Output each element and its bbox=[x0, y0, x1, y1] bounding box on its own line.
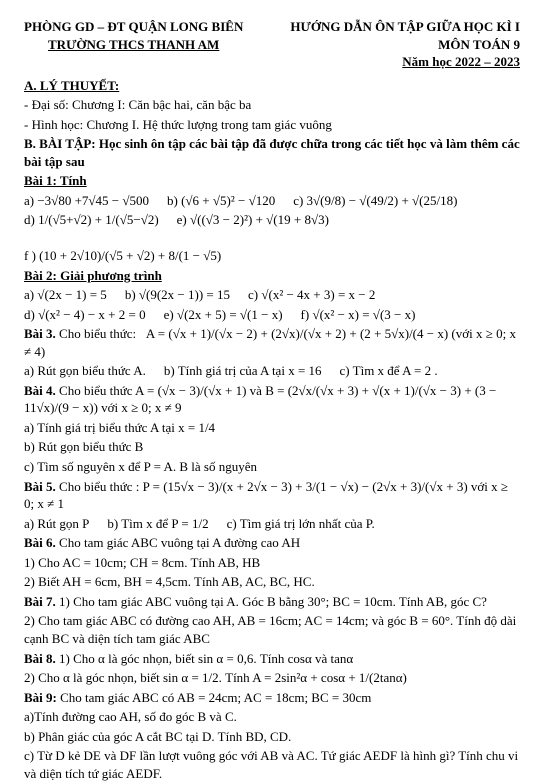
bai2-d: d) √(x² − 4) − x + 2 = 0 bbox=[24, 306, 146, 324]
bai5-a: a) Rút gọn P bbox=[24, 515, 89, 533]
header-right: HƯỚNG DẪN ÔN TẬP GIỮA HỌC KÌ I MÔN TOÁN … bbox=[290, 18, 520, 71]
bai1-row2: d) 1/(√5+√2) + 1/(√5−√2) e) √((√3 − 2)²)… bbox=[24, 211, 520, 264]
bai2-row2: d) √(x² − 4) − x + 2 = 0 e) √(2x + 5) = … bbox=[24, 306, 520, 324]
section-b-title: B. BÀI TẬP: Học sinh ôn tập các bài tập … bbox=[24, 135, 520, 170]
bai9-b: b) Phân giác của góc A cắt BC tại D. Tín… bbox=[24, 728, 520, 746]
header-left: PHÒNG GD – ĐT QUẬN LONG BIÊN TRƯỜNG THCS… bbox=[24, 18, 243, 71]
bai5-text: Cho biểu thức : P = (15√x − 3)/(x + 2√x … bbox=[24, 479, 508, 512]
bai4-a: a) Tính giá trị biểu thức A tại x = 1/4 bbox=[24, 419, 520, 437]
bai6-2: 2) Biết AH = 6cm, BH = 4,5cm. Tính AB, A… bbox=[24, 573, 520, 591]
bai7-line1: Bài 7. 1) Cho tam giác ABC vuông tại A. … bbox=[24, 593, 520, 611]
bai2-title: Bài 2: Giải phương trình bbox=[24, 267, 520, 285]
bai3-a: a) Rút gọn biểu thức A. bbox=[24, 362, 146, 380]
bai9-a: a)Tính đường cao AH, số đo góc B và C. bbox=[24, 708, 520, 726]
bai8-label: Bài 8. bbox=[24, 651, 56, 666]
bai2-b: b) √(9(2x − 1)) = 15 bbox=[125, 286, 230, 304]
bai1-c: c) 3√(9/8) − √(49/2) + √(25/18) bbox=[293, 192, 457, 210]
bai2-c: c) √(x² − 4x + 3) = x − 2 bbox=[248, 286, 375, 304]
bai6-line: Bài 6. Cho tam giác ABC vuông tại A đườn… bbox=[24, 534, 520, 552]
doc-title-1: HƯỚNG DẪN ÔN TẬP GIỮA HỌC KÌ I bbox=[290, 18, 520, 36]
bai9-line: Bài 9: Cho tam giác ABC có AB = 24cm; AC… bbox=[24, 689, 520, 707]
doc-title-2: MÔN TOÁN 9 bbox=[290, 36, 520, 54]
bai5-parts: a) Rút gọn P b) Tìm x để P = 1/2 c) Tìm … bbox=[24, 515, 520, 533]
bai4-text: Cho biểu thức A = (√x − 3)/(√x + 1) và B… bbox=[24, 383, 496, 416]
bai1-e: e) √((√3 − 2)²) + √(19 + 8√3) bbox=[177, 211, 329, 229]
bai1-a: a) −3√80 +7√45 − √500 bbox=[24, 192, 149, 210]
bai5-line: Bài 5. Cho biểu thức : P = (15√x − 3)/(x… bbox=[24, 478, 520, 513]
bai9-c: c) Từ D kẻ DE và DF lần lượt vuông góc v… bbox=[24, 747, 520, 782]
bai4-label: Bài 4. bbox=[24, 383, 56, 398]
bai9-intro: Cho tam giác ABC có AB = 24cm; AC = 18cm… bbox=[60, 690, 371, 705]
header: PHÒNG GD – ĐT QUẬN LONG BIÊN TRƯỜNG THCS… bbox=[24, 18, 520, 71]
a-item-2: - Hình học: Chương I. Hệ thức lượng tron… bbox=[24, 116, 520, 134]
bai1-f: f ) (10 + 2√10)/(√5 + √2) + 8/(1 − √5) bbox=[24, 247, 221, 265]
bai7-p2: 2) Cho tam giác ABC có đường cao AH, AB … bbox=[24, 612, 520, 647]
bai3-c: c) Tìm x để A = 2 . bbox=[340, 362, 438, 380]
bai1-title: Bài 1: Tính bbox=[24, 172, 520, 190]
bai8-p2: 2) Cho α là góc nhọn, biết sin α = 1/2. … bbox=[24, 669, 520, 687]
bai2-e: e) √(2x + 5) = √(1 − x) bbox=[164, 306, 283, 324]
bai1-d: d) 1/(√5+√2) + 1/(√5−√2) bbox=[24, 211, 159, 229]
bai1-row1: a) −3√80 +7√45 − √500 b) (√6 + √5)² − √1… bbox=[24, 192, 520, 210]
bai6-1: 1) Cho AC = 10cm; CH = 8cm. Tính AB, HB bbox=[24, 554, 520, 572]
bai6-text: Cho tam giác ABC vuông tại A đường cao A… bbox=[59, 535, 300, 550]
bai2-row1: a) √(2x − 1) = 5 b) √(9(2x − 1)) = 15 c)… bbox=[24, 286, 520, 304]
bai4-b: b) Rút gọn biểu thức B bbox=[24, 438, 520, 456]
school-line: TRƯỜNG THCS THANH AM bbox=[24, 36, 243, 54]
bai8-p1: 1) Cho α là góc nhọn, biết sin α = 0,6. … bbox=[59, 651, 353, 666]
bai7-label: Bài 7. bbox=[24, 594, 56, 609]
bai5-b: b) Tìm x để P = 1/2 bbox=[107, 515, 208, 533]
bai4-c: c) Tìm số nguyên x để P = A. B là số ngu… bbox=[24, 458, 520, 476]
bai2-f: f) √(x² − x) = √(3 − x) bbox=[301, 306, 416, 324]
bai6-label: Bài 6. bbox=[24, 535, 56, 550]
bai5-label: Bài 5. bbox=[24, 479, 56, 494]
bai2-a: a) √(2x − 1) = 5 bbox=[24, 286, 107, 304]
bai1-b: b) (√6 + √5)² − √120 bbox=[167, 192, 275, 210]
bai3-b: b) Tính giá trị của A tại x = 16 bbox=[164, 362, 322, 380]
bai3-line: Bài 3. Cho biểu thức: A = (√x + 1)/(√x −… bbox=[24, 325, 520, 360]
bai8-line1: Bài 8. 1) Cho α là góc nhọn, biết sin α … bbox=[24, 650, 520, 668]
section-a-title: A. LÝ THUYẾT: bbox=[24, 77, 520, 95]
bai7-p1: 1) Cho tam giác ABC vuông tại A. Góc B b… bbox=[59, 594, 487, 609]
bai5-c: c) Tìm giá trị lớn nhất của P. bbox=[227, 515, 375, 533]
bai3-parts: a) Rút gọn biểu thức A. b) Tính giá trị … bbox=[24, 362, 520, 380]
bai4-line: Bài 4. Cho biểu thức A = (√x − 3)/(√x + … bbox=[24, 382, 520, 417]
bai3-intro: Cho biểu thức: bbox=[59, 326, 136, 341]
bai3-label: Bài 3. bbox=[24, 326, 56, 341]
bai9-label: Bài 9: bbox=[24, 690, 57, 705]
org-line: PHÒNG GD – ĐT QUẬN LONG BIÊN bbox=[24, 18, 243, 36]
a-item-1: - Đại số: Chương I: Căn bậc hai, căn bậc… bbox=[24, 96, 520, 114]
school-year: Năm học 2022 – 2023 bbox=[290, 53, 520, 71]
